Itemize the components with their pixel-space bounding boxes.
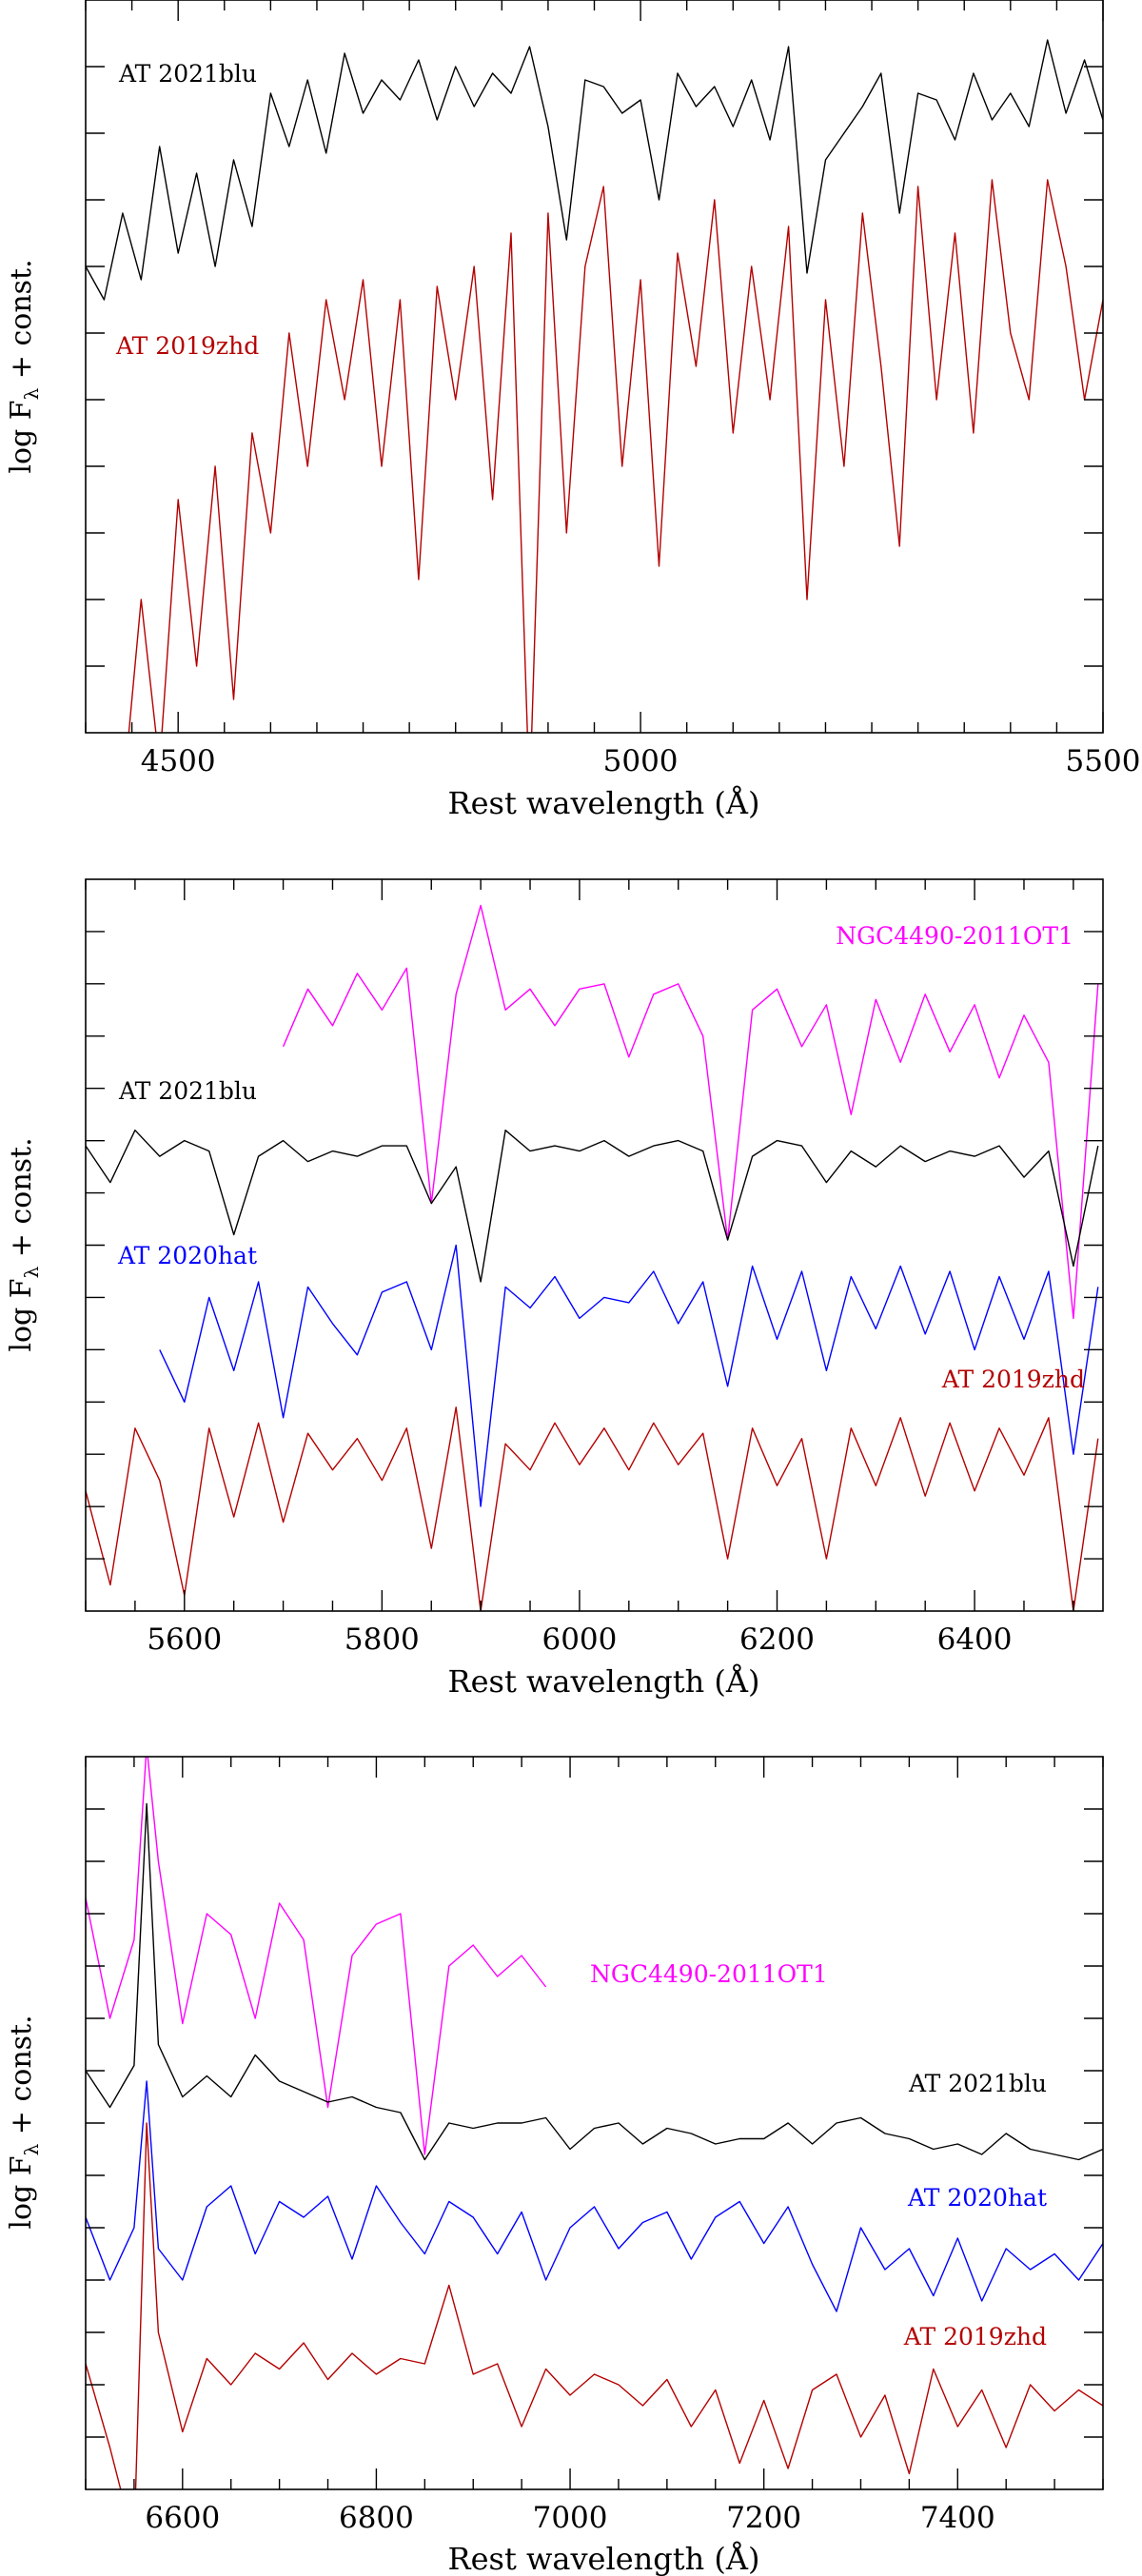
- series-label: AT 2019zhd: [115, 332, 259, 360]
- spectrum-panel-2: NGC4490-2011OT1 AT 2021blu AT 2020hat AT 20…: [5, 878, 1104, 1700]
- x-tick-label: 5800: [345, 1622, 420, 1657]
- x-tick-label: 4500: [141, 744, 216, 778]
- spectrum-line-at-2019zhd: [86, 1406, 1099, 1611]
- x-tick-label: 6200: [739, 1622, 815, 1657]
- x-tick-label: 6600: [145, 2501, 220, 2535]
- series-label: AT 2021blu: [118, 60, 257, 88]
- plot-frame: [85, 0, 1104, 734]
- spectrum-line-at-2021blu: [86, 1802, 1103, 2161]
- spectrum-line-at-2019zhd: [86, 2122, 1103, 2489]
- spectrum-line-at-2021blu: [86, 1129, 1099, 1283]
- y-axis-label-rest: + const.: [5, 259, 38, 387]
- y-axis-label-subscript: λ: [20, 387, 43, 400]
- x-tick-label: 6800: [339, 2501, 414, 2535]
- x-axis-label: Rest wavelength (Å): [448, 2541, 760, 2576]
- y-axis-label-subscript: λ: [20, 2143, 43, 2155]
- series-group: [86, 904, 1099, 1611]
- series-label: NGC4490-2011OT1: [836, 922, 1073, 950]
- series-label: AT 2021blu: [908, 2070, 1047, 2097]
- spectrum-line-ngc4490-2011ot1: [282, 904, 1099, 1320]
- x-tick-label: 5600: [147, 1622, 222, 1657]
- y-axis-label-main: log F: [5, 400, 38, 473]
- x-axis-label: Rest wavelength (Å): [448, 1663, 760, 1700]
- spectrum-panel-1: AT 2021blu AT 2019zhd 4500 5000 5500 Rest wav…: [5, 0, 1140, 821]
- series-group: [86, 1757, 1103, 2489]
- series-label: AT 2019zhd: [941, 1366, 1085, 1393]
- series-label: AT 2020hat: [117, 1242, 257, 1269]
- y-axis-label-rest: + const.: [5, 2015, 38, 2143]
- spectrum-panel-3: NGC4490-2011OT1 AT 2021blu AT 2020hat AT 20…: [5, 1756, 1104, 2576]
- series-label: AT 2020hat: [907, 2184, 1047, 2212]
- y-axis-label-subscript: λ: [20, 1266, 43, 1278]
- x-tick-label: 5500: [1066, 744, 1141, 778]
- y-axis-label: log Fλ + const.: [5, 1137, 43, 1351]
- x-tick-label: 7200: [726, 2501, 801, 2535]
- series-group: [86, 39, 1103, 733]
- y-axis-label: log Fλ + const.: [5, 259, 43, 473]
- x-tick-label: 6000: [541, 1622, 617, 1657]
- spectrum-line-ngc4490-2011ot1: [86, 1757, 547, 2155]
- x-tick-label: 7000: [533, 2501, 608, 2535]
- series-label: NGC4490-2011OT1: [590, 1960, 828, 1988]
- x-tick-label: 5000: [603, 744, 679, 778]
- y-axis-label-rest: + const.: [5, 1137, 38, 1266]
- spectrum-line-at-2019zhd: [128, 179, 1103, 733]
- x-axis-label: Rest wavelength (Å): [448, 785, 760, 821]
- y-axis-label: log Fλ + const.: [5, 2015, 43, 2229]
- series-label: AT 2019zhd: [903, 2323, 1047, 2350]
- y-axis-label-main: log F: [5, 1278, 38, 1351]
- plot-frame: [85, 1756, 1104, 2490]
- x-tick-label: 7400: [920, 2501, 995, 2535]
- series-label: AT 2021blu: [118, 1077, 257, 1105]
- x-tick-label: 6400: [937, 1622, 1013, 1657]
- spectrum-line-at-2020hat: [86, 2080, 1103, 2312]
- y-axis-label-main: log F: [5, 2155, 38, 2229]
- spectrum-line-at-2020hat: [159, 1244, 1099, 1507]
- spectrum-line-at-2021blu: [86, 39, 1103, 301]
